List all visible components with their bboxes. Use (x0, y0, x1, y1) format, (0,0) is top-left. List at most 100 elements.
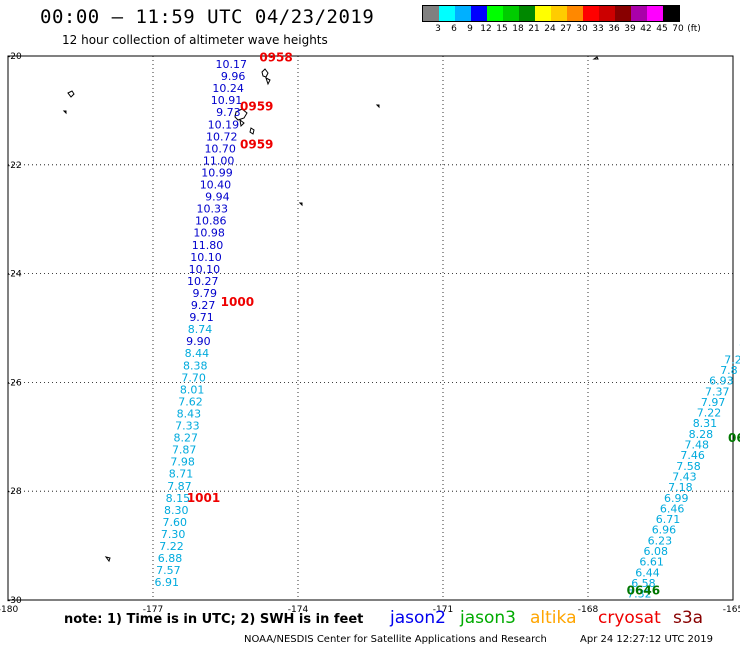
legend-swatch (647, 6, 663, 21)
legend-label: 12 (480, 24, 492, 34)
swh-value: 7.46 (680, 449, 705, 462)
swh-value: 8.71 (169, 468, 194, 481)
swh-value: 8.38 (183, 359, 208, 372)
lat-tick-label: -30 (7, 596, 22, 606)
footer-note: note: 1) Time is in UTC; 2) SWH is in fe… (64, 612, 364, 627)
swh-value: 10.10 (190, 251, 222, 264)
swh-value: 7.32 (627, 588, 652, 601)
legend-label: 36 (608, 24, 620, 34)
swh-value: 9.94 (205, 191, 230, 204)
swh-value: 7.48 (685, 439, 710, 452)
swh-value: 9.27 (191, 299, 216, 312)
legend-label: 9 (467, 24, 473, 34)
lon-tick-label: -180 (0, 605, 18, 615)
swh-value: 11.80 (192, 239, 224, 252)
satellite-altika: altika (530, 608, 577, 628)
legend-swatch (567, 6, 583, 21)
legend-swatches (422, 5, 680, 22)
legend-swatch (583, 6, 599, 21)
swh-value: 7.33 (175, 420, 200, 433)
swh-value: 10.98 (193, 227, 225, 240)
island-outline (249, 127, 255, 135)
lat-tick-label: -26 (7, 378, 22, 388)
swh-value: 6.99 (664, 492, 689, 505)
legend-label: 3 (435, 24, 441, 34)
swh-value: 6.91 (155, 576, 180, 589)
legend-label: 21 (528, 24, 540, 34)
time-label: 1001 (187, 491, 220, 505)
swh-value: 10.86 (195, 215, 227, 228)
legend-swatch (519, 6, 535, 21)
swh-value: 10.17 (216, 58, 248, 71)
lon-tick-label: -174 (288, 605, 309, 615)
legend-swatch (423, 6, 439, 21)
swh-value: 9.71 (189, 311, 214, 324)
lon-tick-label: -177 (143, 605, 163, 615)
swh-value: 9.79 (192, 287, 217, 300)
lat-tick-label: -24 (7, 270, 22, 280)
map-frame (7, 55, 734, 601)
swh-value: 10.27 (187, 275, 219, 288)
swh-value: 10.99 (201, 166, 233, 179)
swh-value: 7.37 (705, 385, 730, 398)
swh-value: 6.44 (635, 566, 660, 579)
swh-value: 9.90 (186, 335, 211, 348)
island-outline (375, 104, 380, 109)
swh-value: 10.19 (208, 118, 240, 131)
swh-value: 10.10 (189, 263, 221, 276)
swh-value: 7.58 (676, 460, 701, 473)
island-outline (592, 56, 599, 60)
swh-value: 6.58 (631, 577, 656, 590)
legend-label: 6 (451, 24, 457, 34)
swh-value: 8.43 (177, 407, 202, 420)
legend-swatch (503, 6, 519, 21)
legend-label: 24 (544, 24, 556, 34)
legend-swatch (455, 6, 471, 21)
island-outline (67, 90, 75, 98)
legend-unit: (ft) (687, 24, 701, 34)
legend-labels: 3 6 9 12 15 18 21 24 27 30 33 36 39 42 45 70 (ft) (422, 24, 701, 36)
legend-swatch (663, 6, 679, 21)
swh-value: 10.91 (211, 94, 243, 107)
time-labels: 0958 0959 0959 1000 1001 06 0646 (187, 50, 740, 597)
time-label: 1000 (221, 295, 254, 309)
swh-value: 7 (739, 343, 740, 356)
lat-tick-label: -22 (7, 161, 22, 171)
legend-swatch (487, 6, 503, 21)
time-label: 0959 (240, 99, 273, 113)
legend-swatch (599, 6, 615, 21)
lon-tick-label: -165 (723, 605, 740, 615)
swh-value: 10.40 (200, 179, 232, 192)
time-label: 0958 (259, 50, 292, 64)
satellite-s3a: s3a (673, 608, 704, 628)
color-legend: 3 6 9 12 15 18 21 24 27 30 33 36 39 42 45 70 (ft) (422, 5, 701, 36)
graticule: -180 -177 -174 -171 -168 -165 -20 -22 -24 -26 -28 -… (0, 52, 740, 615)
altimeter-tracks: 10.179.9610.2410.919.7310.1910.7210.7011… (155, 58, 740, 601)
swh-value: 6.08 (644, 545, 669, 558)
map-subtitle: 12 hour collection of altimeter wave hei… (62, 33, 328, 47)
swh-value: 8.74 (188, 323, 213, 336)
swh-value: 6.71 (656, 513, 681, 526)
swh-value: 10.33 (197, 203, 229, 216)
swh-value: 7.87 (172, 444, 197, 457)
swh-value: 6.46 (660, 502, 685, 515)
swh-value: 8.44 (185, 347, 210, 360)
legend-swatch (631, 6, 647, 21)
swh-value: 7.60 (162, 516, 187, 529)
island-outline (234, 108, 248, 128)
swh-value: 6.93 (709, 375, 734, 388)
island-outline (261, 68, 271, 86)
swh-value: 7.97 (701, 396, 726, 409)
swh-value: 8.31 (693, 417, 718, 430)
legend-swatch (551, 6, 567, 21)
swh-value: 9.73 (216, 106, 241, 119)
swh-value: 6.88 (158, 552, 183, 565)
legend-label: 33 (592, 24, 604, 34)
legend-label: 18 (512, 24, 524, 34)
swh-value: 7.2 (724, 353, 740, 366)
legend-label: 15 (496, 24, 508, 34)
island-outline (298, 202, 303, 207)
swh-value: 7.8 (720, 364, 738, 377)
legend-swatch (535, 6, 551, 21)
